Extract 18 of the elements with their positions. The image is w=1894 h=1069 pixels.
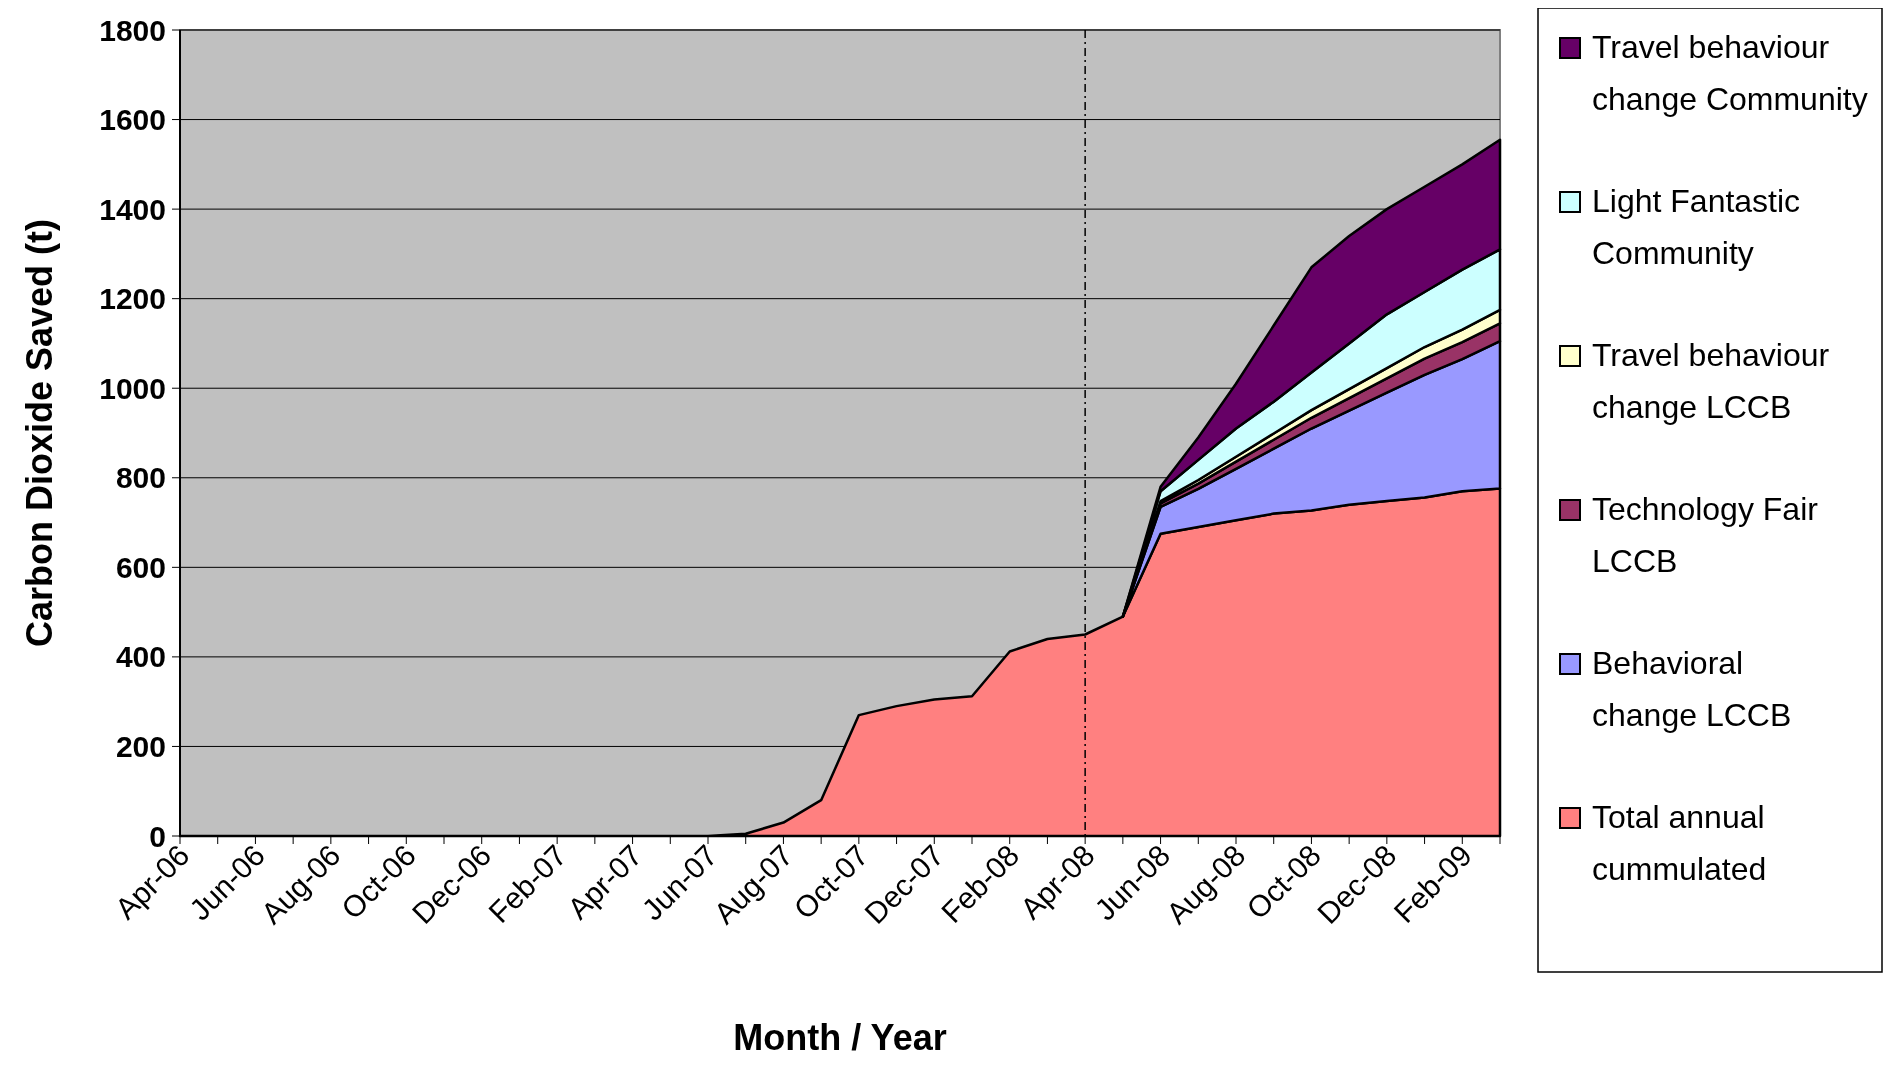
legend-label: Behavioral change LCCB <box>1592 645 1792 733</box>
legend-label: Travel behaviour change Community <box>1592 29 1868 117</box>
y-tick-label: 1600 <box>99 103 166 137</box>
y-tick-label: 400 <box>115 640 166 674</box>
y-axis-title: Carbon Dioxide Saved (t) <box>19 218 60 648</box>
y-tick-label: 1800 <box>99 13 166 47</box>
y-tick-label: 0 <box>149 819 166 853</box>
y-tick-label: 1200 <box>99 282 166 316</box>
y-tick-label: 1000 <box>99 371 166 405</box>
legend-label: Technology Fair LCCB <box>1592 491 1819 579</box>
legend-label: Travel behaviour change LCCB <box>1592 337 1830 425</box>
y-tick-label: 600 <box>115 550 166 584</box>
y-tick-label: 200 <box>115 729 166 763</box>
legend-label: Light Fantastic Community <box>1592 183 1801 271</box>
y-tick-label: 1400 <box>99 192 166 226</box>
x-axis-title: Month / Year <box>733 1017 947 1058</box>
y-tick-label: 800 <box>115 461 166 495</box>
legend-label: Total annual cummulated <box>1592 799 1767 887</box>
